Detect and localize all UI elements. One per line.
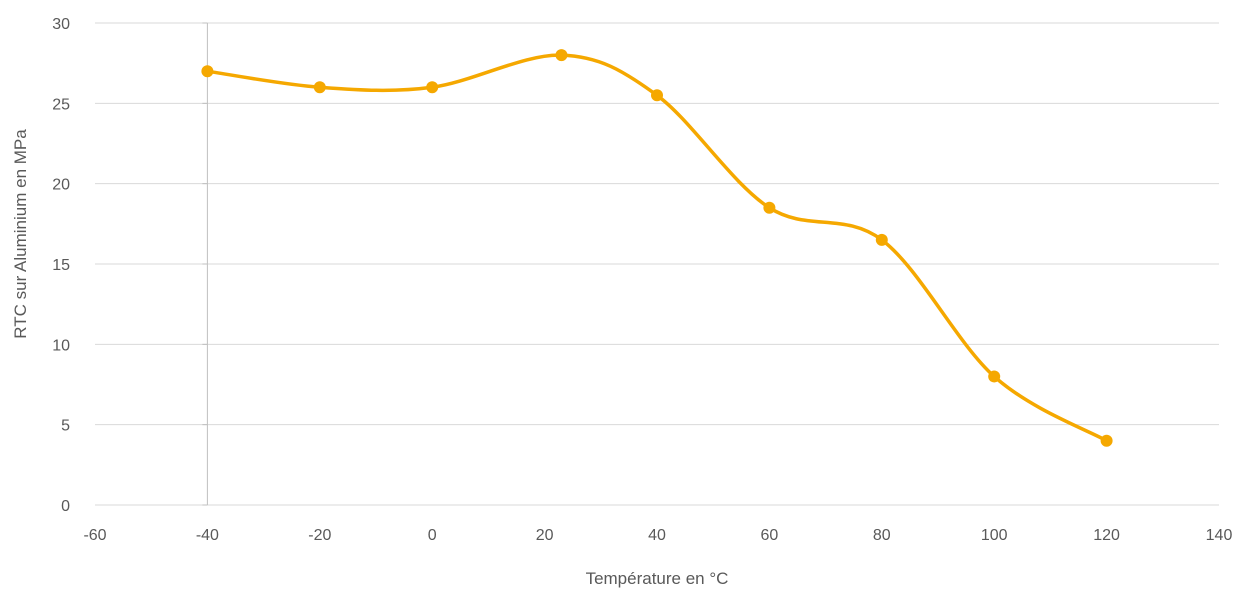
x-axis-title: Température en °C [586, 569, 729, 588]
data-point [875, 233, 888, 246]
axes [202, 22, 208, 506]
x-tick-label: 60 [761, 527, 779, 544]
x-tick-label: 120 [1093, 527, 1120, 544]
data-point [201, 65, 214, 78]
y-tick-label: 30 [52, 16, 70, 33]
data-point [988, 370, 1001, 383]
data-point [651, 89, 663, 102]
y-tick-label: 10 [52, 337, 70, 354]
y-tick-label: 20 [52, 177, 70, 194]
data-point [313, 81, 326, 94]
series-layer [201, 49, 1113, 447]
x-tick-label: 100 [981, 527, 1008, 544]
data-point [555, 49, 568, 62]
y-tick-label: 25 [52, 96, 70, 113]
x-tick-label: 20 [536, 527, 554, 544]
y-tick-label: 0 [61, 498, 70, 515]
y-tick-label: 5 [61, 418, 70, 435]
x-tick-label: -40 [196, 527, 219, 544]
gridlines [95, 22, 1219, 506]
x-tick-label: -20 [308, 527, 331, 544]
y-tick-label: 15 [52, 257, 70, 274]
x-tick-label: 140 [1206, 527, 1233, 544]
y-tick-labels: 0 5 10 15 20 25 30 [52, 16, 70, 515]
y-axis-title: RTC sur Aluminium en MPa [11, 129, 30, 339]
x-tick-label: -60 [83, 527, 106, 544]
series-line [205, 53, 1109, 443]
data-point [426, 81, 439, 94]
x-tick-label: 80 [873, 527, 891, 544]
x-tick-label: 40 [648, 527, 666, 544]
data-point [763, 201, 776, 214]
x-tick-label: 0 [428, 527, 437, 544]
data-point [1100, 434, 1113, 447]
x-tick-labels: -60 -40 -20 0 20 40 60 80 100 120 140 [83, 527, 1232, 544]
